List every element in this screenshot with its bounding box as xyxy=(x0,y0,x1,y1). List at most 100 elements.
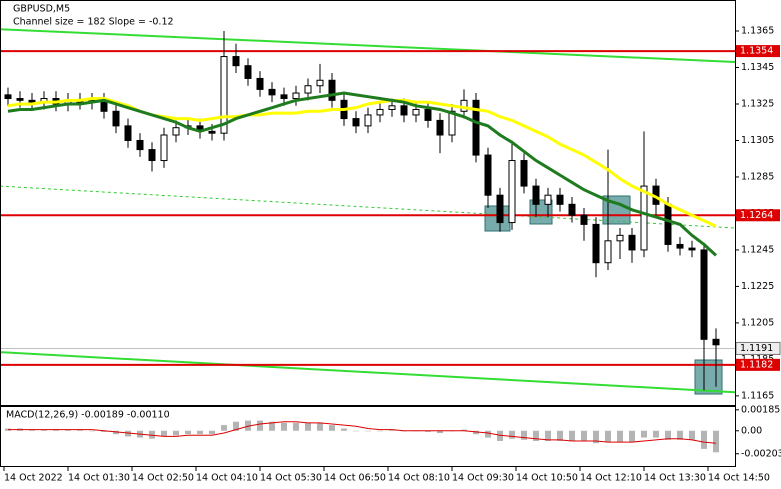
macd-bar xyxy=(329,425,335,431)
macd-bar xyxy=(353,430,359,432)
y-tick-label: 1.1345 xyxy=(741,62,774,73)
macd-bar xyxy=(77,429,83,431)
candle-body xyxy=(424,108,432,121)
indicator-subtitle: Channel size = 182 Slope = -0.12 xyxy=(13,17,174,28)
candle-body xyxy=(160,134,168,162)
candle-body xyxy=(124,125,132,141)
macd-bar xyxy=(365,430,371,432)
macd-bar xyxy=(713,430,719,453)
macd-bar xyxy=(197,430,203,435)
macd-bar xyxy=(317,422,323,431)
macd-bar xyxy=(185,430,191,435)
trend-line xyxy=(0,351,736,394)
macd-bar xyxy=(677,430,683,440)
x-tick-label: 14 Oct 10:50 xyxy=(516,473,578,484)
candle-body xyxy=(244,65,252,79)
y-tick-label: 1.1285 xyxy=(741,171,774,182)
x-tick-label: 14 Oct 02:50 xyxy=(132,473,194,484)
last-price-label: 1.1191 xyxy=(740,343,773,354)
candle-body xyxy=(256,77,264,90)
x-tick-label: 14 Oct 04:10 xyxy=(196,473,258,484)
macd-bar xyxy=(545,430,551,441)
macd-bar xyxy=(149,430,155,439)
candle-body xyxy=(316,79,324,87)
candle-body xyxy=(268,88,276,96)
macd-bar xyxy=(569,430,575,441)
macd-bar xyxy=(701,430,707,449)
x-tick-label: 14 Oct 09:30 xyxy=(452,473,514,484)
macd-bar xyxy=(233,421,239,431)
macd-bar xyxy=(245,420,251,431)
candle-body xyxy=(520,160,528,187)
candle-body xyxy=(484,154,492,196)
candle-body xyxy=(448,110,456,136)
macd-bar xyxy=(293,422,299,431)
candle-body xyxy=(640,185,648,251)
macd-bar xyxy=(653,430,659,438)
macd-bar xyxy=(341,428,347,431)
x-tick-label: 14 Oct 12:10 xyxy=(580,473,642,484)
level-label: 1.1264 xyxy=(740,210,773,221)
level-label-box xyxy=(736,45,780,58)
x-tick-label: 14 Oct 01:30 xyxy=(68,473,130,484)
candle-body xyxy=(472,99,480,156)
macd-bar xyxy=(377,430,383,432)
y-tick-label: 1.1165 xyxy=(741,390,774,401)
macd-y-tick-label: 0.00185 xyxy=(741,404,780,415)
x-tick-label: 14 Oct 14:50 xyxy=(708,473,770,484)
y-tick-label: 1.1225 xyxy=(741,281,774,292)
macd-bar xyxy=(29,429,35,431)
price-panel-frame xyxy=(0,0,736,406)
macd-bar xyxy=(305,422,311,431)
level-label: 1.1354 xyxy=(740,46,773,57)
macd-title: MACD(12,26,9) -0.00189 -0.00110 xyxy=(6,410,170,421)
candle-body xyxy=(592,223,600,264)
candle-body xyxy=(712,338,720,346)
macd-bar xyxy=(581,430,587,441)
candle-body xyxy=(544,194,552,205)
macd-bar xyxy=(497,430,503,441)
candle-body xyxy=(628,234,636,251)
candle-body xyxy=(688,247,696,251)
trend-line xyxy=(0,28,736,64)
x-tick-label: 14 Oct 2022 xyxy=(4,473,63,484)
macd-bar xyxy=(209,430,215,435)
macd-signal xyxy=(8,421,717,444)
candle-body xyxy=(676,243,684,249)
candle-body xyxy=(328,79,336,101)
x-tick-label: 14 Oct 05:30 xyxy=(260,473,322,484)
y-tick-label: 1.1365 xyxy=(741,26,774,37)
macd-bar xyxy=(521,430,527,440)
macd-bar xyxy=(461,429,467,431)
x-tick-label: 14 Oct 08:10 xyxy=(388,473,450,484)
candle-body xyxy=(28,99,36,103)
level-label: 1.1182 xyxy=(740,359,773,370)
macd-bar xyxy=(665,430,671,440)
trend-line xyxy=(0,185,736,229)
candle-body xyxy=(16,98,24,101)
moving-average xyxy=(7,91,718,257)
candle-body xyxy=(232,56,240,67)
candle-body xyxy=(532,185,540,205)
candle-body xyxy=(436,119,444,136)
macd-y-tick-label: -0.00203 xyxy=(741,448,781,459)
y-tick-label: 1.1325 xyxy=(741,98,774,109)
candle-body xyxy=(700,249,708,340)
candle-body xyxy=(412,108,420,116)
candle-body xyxy=(580,214,588,225)
candle-body xyxy=(220,56,228,134)
x-tick-label: 14 Oct 06:50 xyxy=(324,473,386,484)
candle-body xyxy=(616,234,624,242)
macd-bar xyxy=(389,429,395,431)
candle-body xyxy=(604,240,612,264)
candle-body xyxy=(208,130,216,134)
candle-body xyxy=(148,149,156,162)
macd-bar xyxy=(425,430,431,432)
macd-y-tick-label: 0.00 xyxy=(741,425,762,436)
macd-bar xyxy=(485,430,491,438)
level-label-box xyxy=(736,209,780,222)
macd-bar xyxy=(629,430,635,443)
macd-bar xyxy=(65,429,71,431)
